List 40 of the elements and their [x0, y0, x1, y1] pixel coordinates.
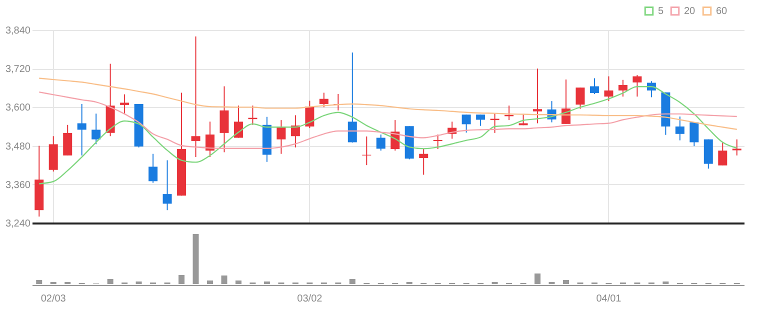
- y-tick-label: 3,240: [5, 218, 31, 230]
- x-tick-label: 02/03: [40, 294, 66, 304]
- y-tick-label: 3,360: [5, 180, 31, 191]
- candlestick: [206, 121, 214, 158]
- candlestick: [63, 124, 72, 156]
- candlestick: [220, 86, 229, 153]
- y-tick-label: 3,600: [5, 102, 31, 114]
- candlestick: [419, 148, 428, 176]
- candlestick: [120, 94, 130, 114]
- y-tick-label: 3,720: [5, 64, 31, 76]
- candlestick: [92, 113, 101, 145]
- candlestick: [77, 103, 86, 156]
- candlestick: [191, 36, 200, 158]
- candlestick: [590, 78, 599, 95]
- candlestick: [276, 120, 286, 154]
- candlestick: [148, 153, 158, 184]
- legend-label: 20: [684, 6, 696, 18]
- candlestick: [433, 134, 442, 150]
- candlestick: [732, 138, 742, 156]
- candlestick: [376, 134, 386, 152]
- candlestick: [348, 52, 357, 144]
- candlestick: [533, 68, 542, 124]
- candlestick: [675, 116, 684, 141]
- candlestick: [462, 114, 471, 134]
- candlestick: [618, 79, 628, 98]
- candlestick: [604, 76, 614, 102]
- legend-label: 60: [716, 6, 728, 18]
- legend-label: 5: [658, 6, 664, 18]
- candlestick: [476, 114, 486, 126]
- y-tick-label: 3,840: [5, 26, 31, 36]
- candlestick: [632, 74, 642, 98]
- candlestick: [690, 122, 699, 147]
- x-tick-label: 03/02: [297, 294, 323, 304]
- candlestick: [162, 160, 172, 211]
- candlestick: [718, 142, 728, 166]
- candlestick: [234, 105, 243, 138]
- y-tick-label: 3,480: [5, 141, 31, 152]
- x-tick-label: 04/01: [596, 294, 622, 304]
- candlestick: [576, 87, 585, 110]
- candlestick: [319, 92, 328, 108]
